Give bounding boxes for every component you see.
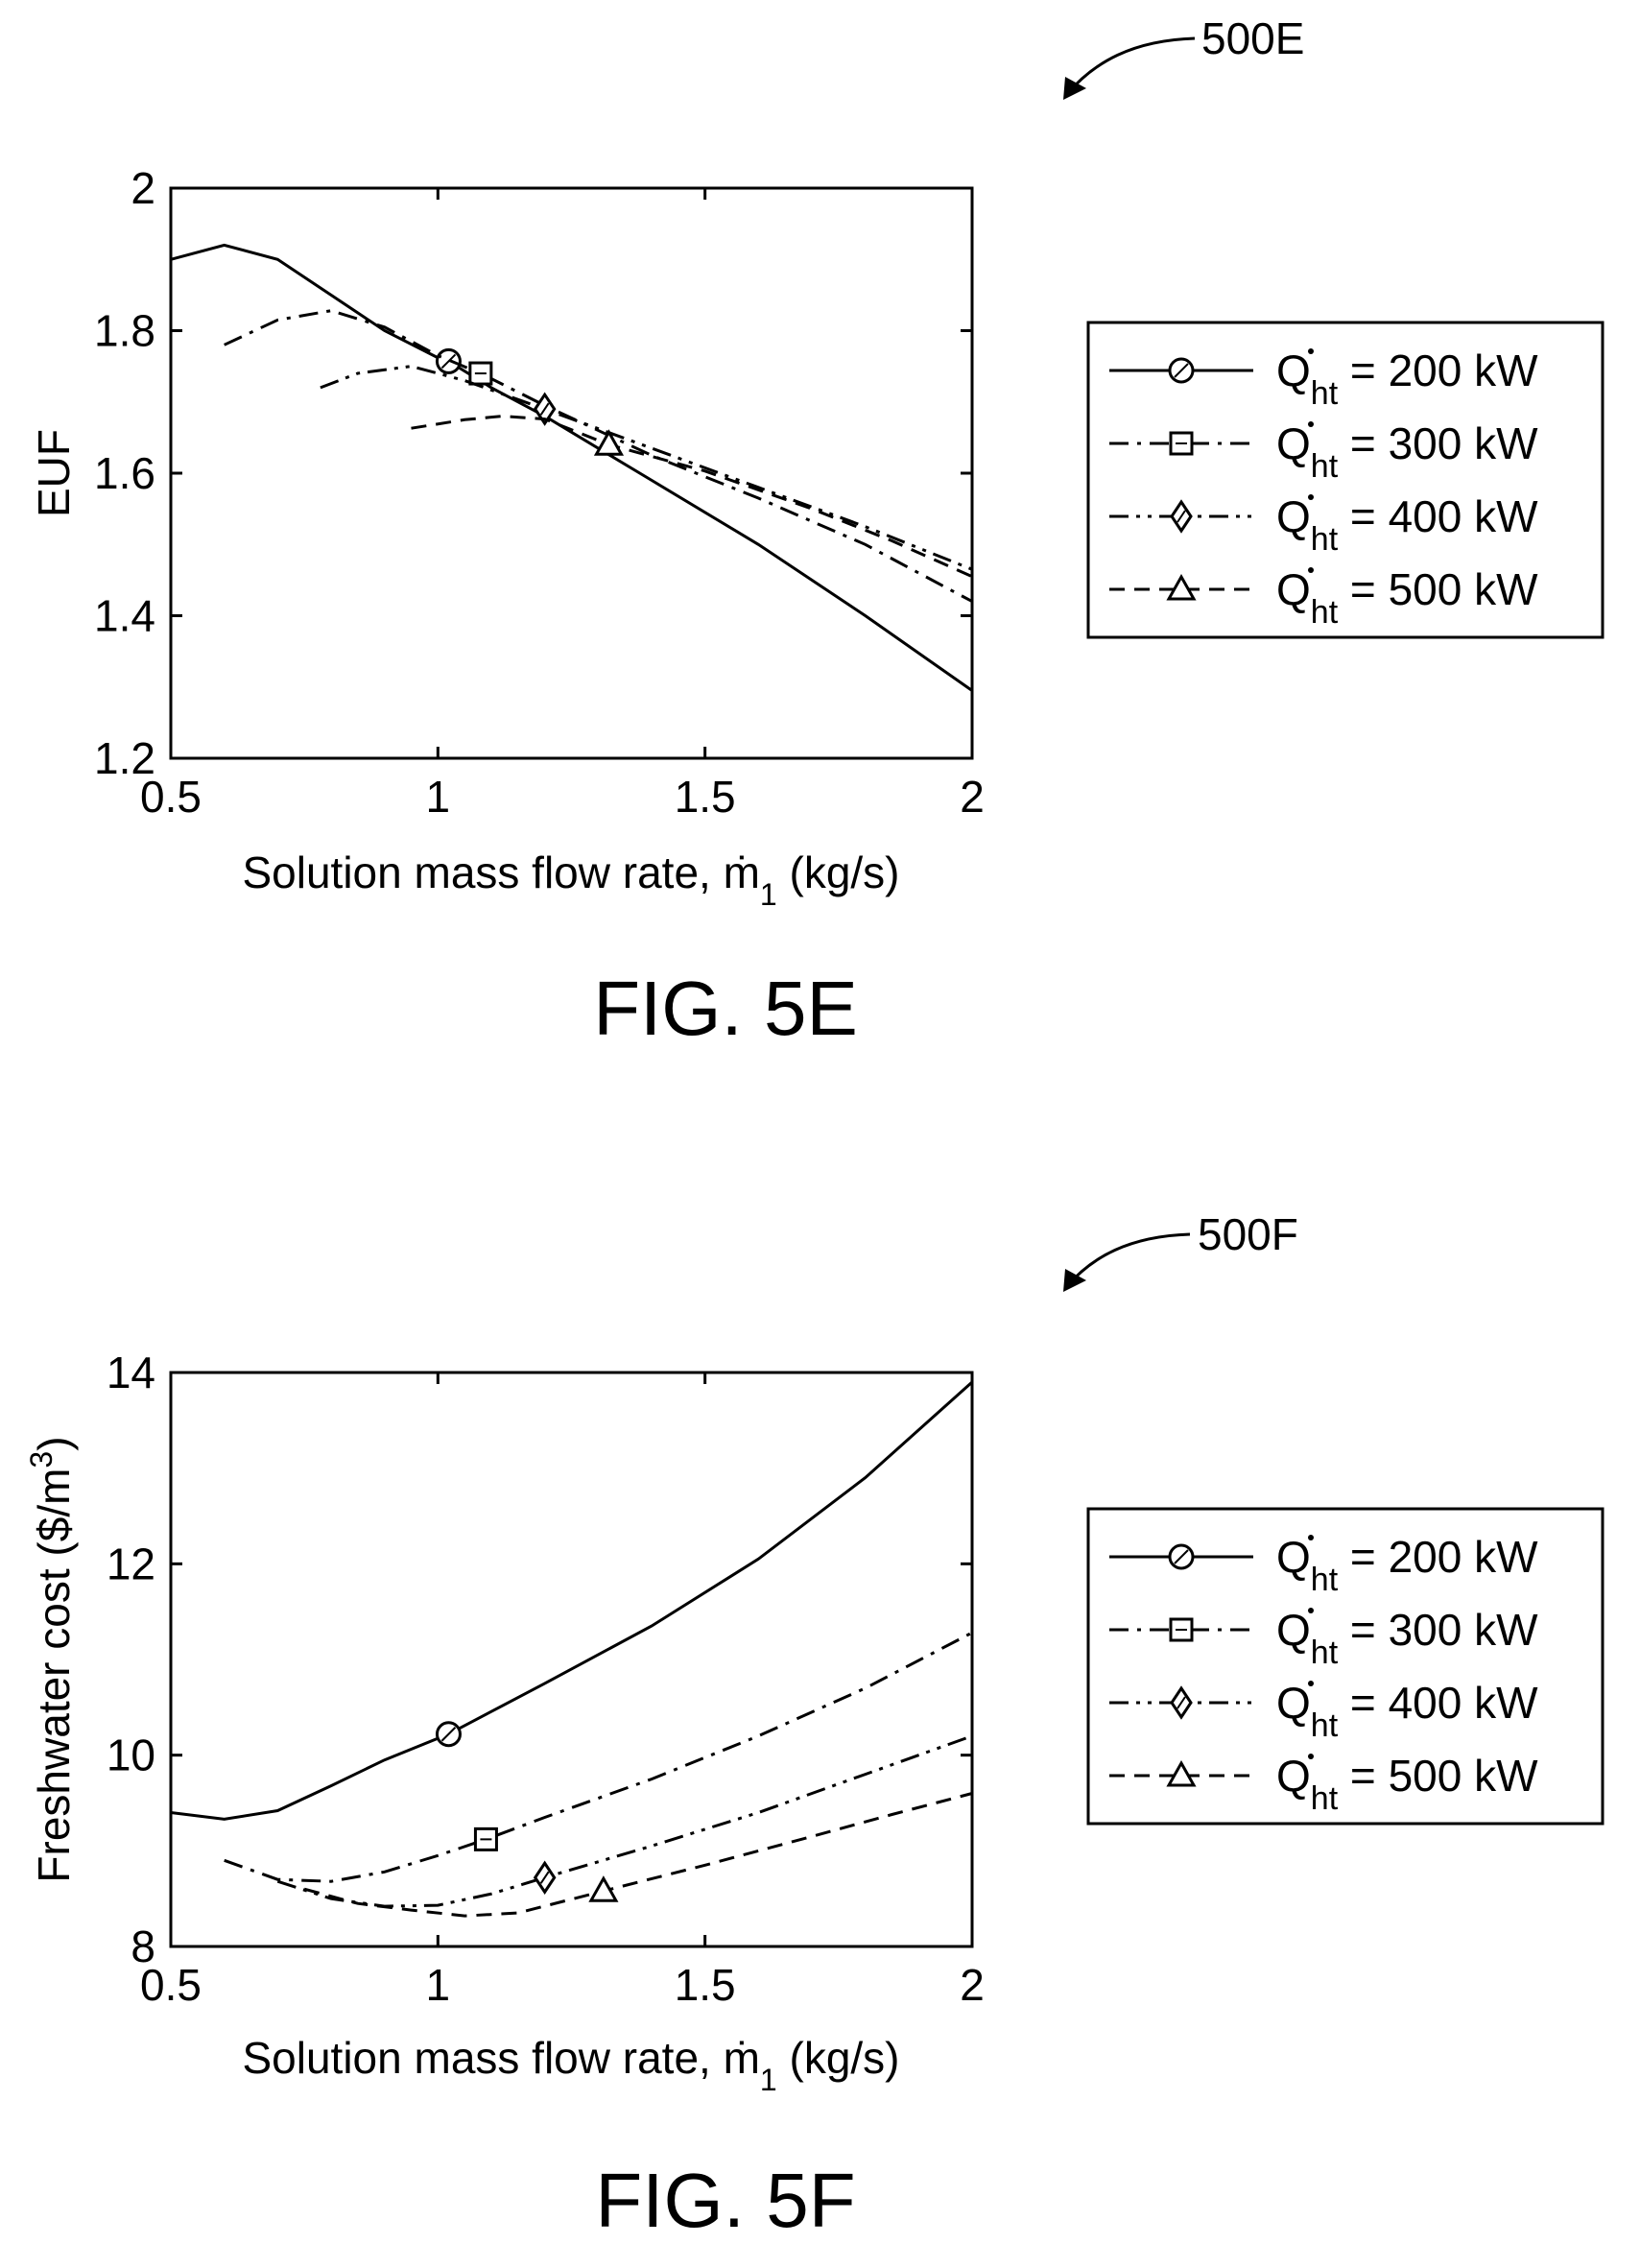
- series-line-3: [303, 1792, 973, 1918]
- ref-arrow-500e: [1065, 36, 1196, 95]
- legend-dot-2: [1308, 1681, 1314, 1686]
- legend-label-1: Qht = 300 kW: [1276, 1605, 1538, 1671]
- legend-dot-1: [1308, 1608, 1314, 1613]
- ref-arrowhead-500f: [1063, 1269, 1086, 1292]
- ref-500e: 500E: [1063, 13, 1304, 100]
- figure-5e: 500E 0.5 1 1.5 2 1.2 1.4 1.6 1.8 2 EUF Solution …: [29, 13, 1604, 1051]
- legend-label-1: Qht = 300 kW: [1276, 418, 1538, 485]
- legend-label-0: Qht = 200 kW: [1276, 346, 1538, 412]
- series-marker-3: [593, 429, 625, 456]
- legend-label-3: Qht = 500 kW: [1276, 1751, 1538, 1817]
- legend-marker-3: [1166, 573, 1197, 601]
- ref-arrowhead-500e: [1063, 77, 1086, 100]
- x-tick-label: 1.5: [675, 772, 736, 822]
- legend-label-2: Qht = 400 kW: [1276, 491, 1538, 558]
- series-line-0: [170, 243, 973, 692]
- plot-area-5e: 0.5 1 1.5 2 1.2 1.4 1.6 1.8 2: [94, 163, 985, 822]
- legend-dot-3: [1308, 1754, 1314, 1759]
- legend-label-3: Qht = 500 kW: [1276, 564, 1538, 631]
- ref-arrow-500f: [1065, 1232, 1191, 1287]
- x-tick-label: 1: [426, 772, 451, 822]
- legend-marker-3: [1166, 1759, 1197, 1787]
- y-tick-label: 2: [131, 163, 155, 213]
- x-axis-label-5e: Solution mass flow rate, ṁ1 (kg/s): [242, 848, 899, 912]
- y-tick-label: 10: [107, 1731, 155, 1780]
- y-tick-label: 1.4: [94, 591, 155, 641]
- figure-caption-5e: FIG. 5E: [593, 966, 858, 1051]
- x-tick-label: 2: [960, 772, 985, 822]
- y-tick-label: 8: [131, 1922, 155, 1971]
- y-tick-label: 1.2: [94, 733, 155, 783]
- series-line-2: [276, 1734, 973, 1908]
- legend-dot-1: [1308, 421, 1314, 427]
- legend-frame-5f: [1086, 1507, 1604, 1826]
- series-line-2: [320, 365, 973, 571]
- legend-frame-5e: [1086, 321, 1604, 639]
- series-marker-3: [588, 1875, 619, 1902]
- plot-area-5f: 0.5 1 1.5 2 8 10 12 14: [107, 1348, 985, 2010]
- legend-label-2: Qht = 400 kW: [1276, 1678, 1538, 1744]
- x-tick-label: 0.5: [140, 1960, 202, 2010]
- legend-dot-0: [1308, 348, 1314, 354]
- legend-label-0: Qht = 200 kW: [1276, 1532, 1538, 1598]
- y-tick-label: 1.8: [94, 306, 155, 356]
- y-axis-label-5e: EUF: [29, 429, 79, 517]
- legend-dot-3: [1308, 567, 1314, 573]
- ref-500f: 500F: [1063, 1209, 1298, 1292]
- ref-label-500f: 500F: [1198, 1209, 1298, 1259]
- figure-5f: 500F 0.5 1 1.5 2 8 10 12 14 Freshwater cost ($/…: [24, 1209, 1604, 2243]
- legend-dot-0: [1308, 1535, 1314, 1540]
- y-axis-label-5f: Freshwater cost ($/m3): [24, 1436, 79, 1882]
- series-line-0: [170, 1380, 974, 1821]
- x-tick-label: 1.5: [675, 1960, 736, 2010]
- plot-frame-5e: [169, 186, 974, 760]
- x-tick-label: 1: [426, 1960, 451, 2010]
- ref-label-500e: 500E: [1201, 13, 1304, 63]
- legend-dot-2: [1308, 494, 1314, 500]
- y-tick-label: 14: [107, 1348, 155, 1397]
- legend-5f: Qht = 200 kW Qht = 300 kW Qht = 400 kW Qht …: [1086, 1507, 1604, 1826]
- y-tick-label: 1.6: [94, 448, 155, 498]
- figure-caption-5f: FIG. 5F: [595, 2158, 855, 2243]
- series-line-1: [224, 309, 973, 603]
- y-tick-label: 12: [107, 1539, 155, 1588]
- series-line-1: [224, 1631, 973, 1883]
- x-tick-label: 2: [960, 1960, 985, 2010]
- series-line-3: [411, 415, 973, 579]
- plot-frame-5f: [169, 1371, 974, 1948]
- x-axis-label-5f: Solution mass flow rate, ṁ1 (kg/s): [242, 2033, 899, 2097]
- x-tick-label: 0.5: [140, 772, 202, 822]
